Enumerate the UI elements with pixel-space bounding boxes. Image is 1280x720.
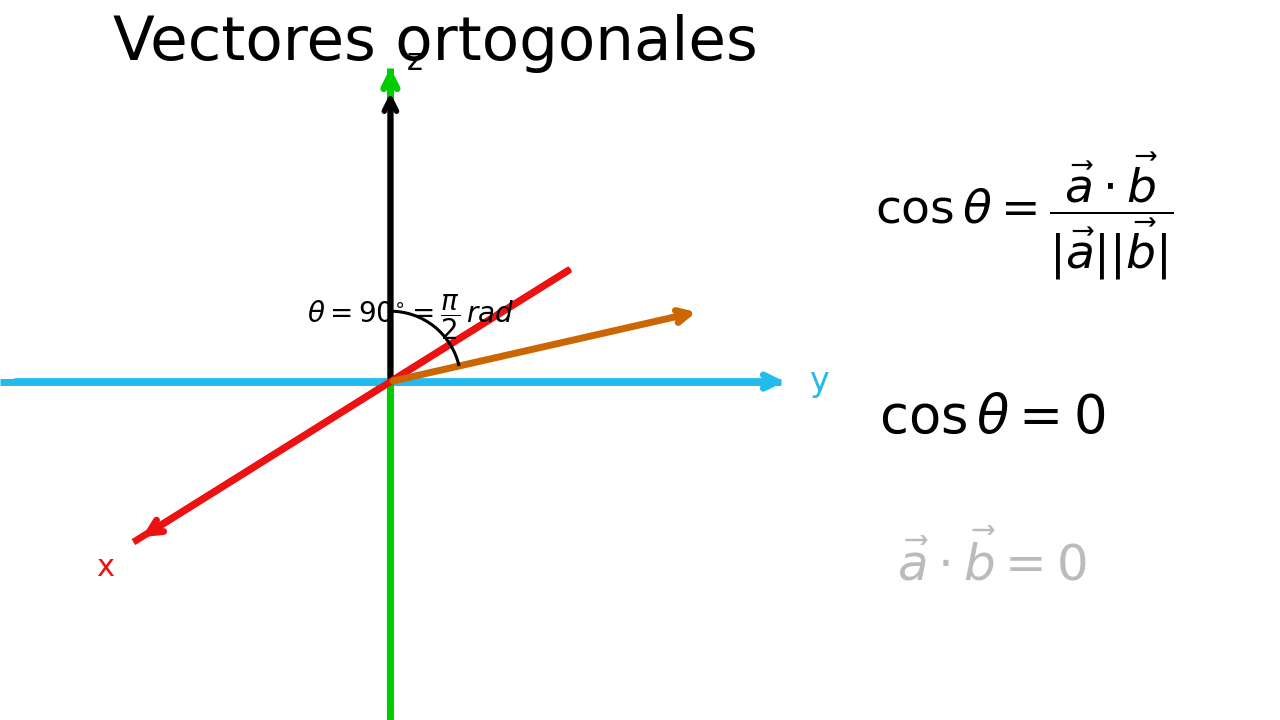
Text: z: z [407, 47, 422, 76]
Text: x: x [96, 553, 114, 582]
Text: y: y [809, 365, 828, 398]
Text: $\cos \theta = \dfrac{\vec{a} \cdot \vec{b}}{|\vec{a}||\vec{b}|}$: $\cos \theta = \dfrac{\vec{a} \cdot \vec… [874, 150, 1174, 282]
Text: Vectores ortogonales: Vectores ortogonales [113, 14, 758, 73]
Text: $\vec{a} \cdot \vec{b} = 0$: $\vec{a} \cdot \vec{b} = 0$ [897, 533, 1087, 590]
Text: $\cos \theta = 0$: $\cos \theta = 0$ [879, 392, 1105, 444]
Text: $\theta = 90^{\circ} = \dfrac{\pi}{2}\,rad$: $\theta = 90^{\circ} = \dfrac{\pi}{2}\,r… [307, 292, 515, 342]
